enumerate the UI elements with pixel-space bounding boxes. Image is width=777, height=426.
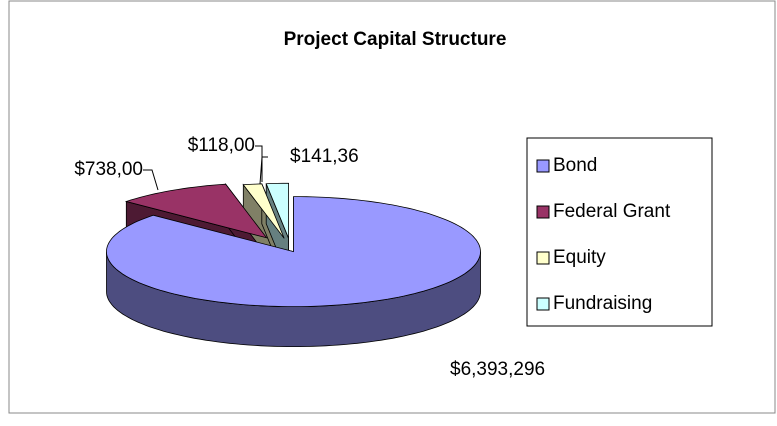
leader-line (255, 145, 263, 182)
data-label: $6,393,296 (450, 359, 545, 380)
legend-box (526, 137, 713, 327)
legend-label: Bond (553, 155, 597, 176)
data-label: $118,00 (188, 135, 255, 156)
leader-lines (143, 145, 268, 191)
legend-swatch (536, 251, 550, 265)
leader-line (259, 156, 268, 185)
legend-label: Federal Grant (553, 201, 671, 222)
chart-title: Project Capital Structure (284, 29, 507, 50)
slice (124, 183, 268, 239)
data-label: $141,36 (290, 146, 359, 167)
data-label: $738,00 (74, 159, 143, 180)
slice (106, 196, 481, 307)
slice (265, 182, 289, 239)
legend-swatch (536, 205, 550, 219)
legend-label: Fundraising (553, 293, 652, 314)
leader-line (143, 169, 159, 191)
legend-swatch (536, 297, 550, 311)
legend-swatch (536, 159, 550, 173)
legend-label: Equity (553, 247, 606, 268)
slice (242, 183, 285, 239)
